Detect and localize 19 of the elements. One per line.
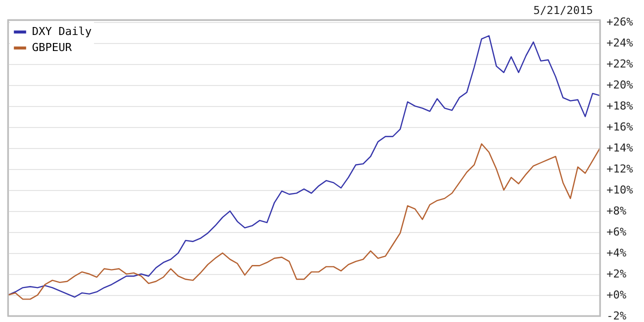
legend-label: GBPEUR: [32, 41, 72, 54]
y-tick-label: +22%: [606, 58, 634, 71]
y-tick-label: +26%: [606, 16, 634, 29]
y-tick-label: +24%: [606, 36, 634, 50]
y-tick-label: +8%: [606, 204, 627, 218]
line-series: [7, 143, 601, 300]
y-tick-label: -2%: [606, 310, 627, 322]
y-tick-label: +10%: [606, 184, 634, 197]
y-tick-label: +0%: [606, 288, 627, 302]
y-tick-label: +14%: [606, 142, 634, 155]
legend-label: DXY Daily: [32, 25, 92, 38]
y-tick-label: +16%: [606, 120, 634, 134]
y-tick-label: +6%: [606, 226, 627, 239]
text: 5/21/2015: [533, 4, 593, 17]
y-tick-label: +2%: [606, 268, 627, 281]
y-tick-label: +20%: [606, 78, 634, 92]
y-tick-label: +12%: [606, 162, 634, 176]
y-tick-label: +4%: [606, 246, 627, 260]
y-tick-label: +18%: [606, 100, 634, 113]
